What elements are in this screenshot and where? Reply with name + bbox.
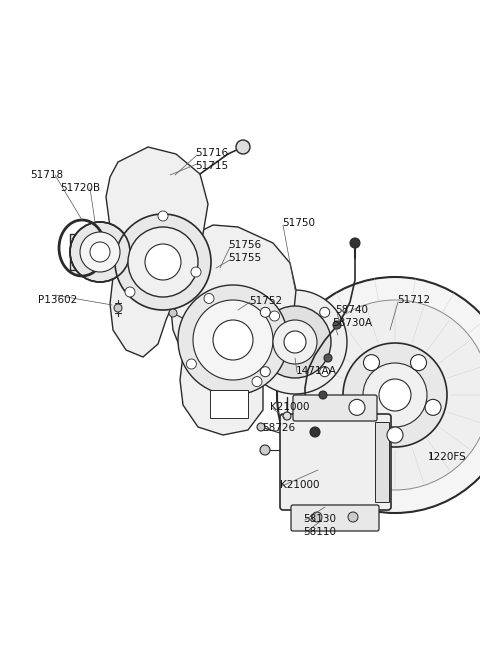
Circle shape [324, 354, 332, 362]
Text: 58730A: 58730A [332, 318, 372, 328]
Circle shape [310, 427, 320, 437]
Circle shape [125, 287, 135, 297]
Text: 51716: 51716 [195, 148, 228, 158]
Polygon shape [243, 290, 347, 394]
Text: 51752: 51752 [249, 296, 282, 306]
FancyBboxPatch shape [293, 395, 377, 421]
Polygon shape [106, 147, 208, 357]
Text: 51756: 51756 [228, 240, 261, 250]
Circle shape [128, 227, 198, 297]
Circle shape [193, 300, 273, 380]
Circle shape [114, 304, 122, 312]
Circle shape [379, 379, 411, 411]
Polygon shape [170, 225, 296, 435]
Text: 1471AA: 1471AA [296, 366, 337, 376]
Circle shape [277, 277, 480, 513]
Circle shape [90, 242, 110, 262]
Text: P13602: P13602 [38, 295, 77, 305]
Text: 51750: 51750 [282, 218, 315, 228]
FancyBboxPatch shape [280, 414, 391, 510]
Circle shape [260, 445, 270, 455]
Text: 51720B: 51720B [60, 183, 100, 193]
Text: 1220FS: 1220FS [428, 452, 467, 462]
Circle shape [260, 367, 270, 377]
Circle shape [260, 307, 270, 318]
Text: 58110: 58110 [303, 527, 336, 537]
Circle shape [236, 140, 250, 154]
Circle shape [80, 232, 120, 272]
Bar [70, 234, 130, 270]
Circle shape [343, 343, 447, 447]
Text: 58740: 58740 [335, 305, 368, 315]
Text: 51718: 51718 [30, 170, 63, 180]
Text: 51755: 51755 [228, 253, 261, 263]
Circle shape [333, 321, 341, 329]
Circle shape [348, 512, 358, 522]
Circle shape [349, 400, 365, 415]
Circle shape [319, 391, 327, 399]
Circle shape [259, 306, 331, 378]
Circle shape [270, 311, 279, 321]
Circle shape [252, 377, 262, 386]
Circle shape [283, 412, 291, 420]
Text: 51712: 51712 [397, 295, 430, 305]
Bar [375, 422, 389, 502]
Circle shape [312, 512, 322, 522]
Circle shape [425, 400, 441, 415]
Circle shape [320, 367, 330, 377]
Text: 58130: 58130 [303, 514, 336, 524]
Circle shape [178, 285, 288, 395]
Circle shape [70, 222, 130, 282]
Circle shape [387, 427, 403, 443]
Text: 51715: 51715 [195, 161, 228, 171]
Circle shape [213, 320, 253, 360]
Circle shape [186, 359, 196, 369]
Text: K21000: K21000 [280, 480, 320, 490]
Circle shape [320, 307, 330, 318]
Circle shape [145, 244, 181, 280]
Circle shape [257, 423, 265, 431]
Circle shape [363, 355, 380, 371]
Circle shape [115, 214, 211, 310]
Text: K21000: K21000 [270, 402, 310, 412]
Bar [210, 390, 248, 418]
Circle shape [284, 331, 306, 353]
Circle shape [204, 293, 214, 304]
Circle shape [350, 238, 360, 248]
Circle shape [273, 320, 317, 364]
Circle shape [169, 309, 177, 317]
FancyBboxPatch shape [291, 505, 379, 531]
Circle shape [363, 363, 427, 427]
Circle shape [191, 267, 201, 277]
Circle shape [158, 211, 168, 221]
Circle shape [300, 300, 480, 490]
Text: 58726: 58726 [262, 423, 295, 433]
Circle shape [410, 355, 427, 371]
